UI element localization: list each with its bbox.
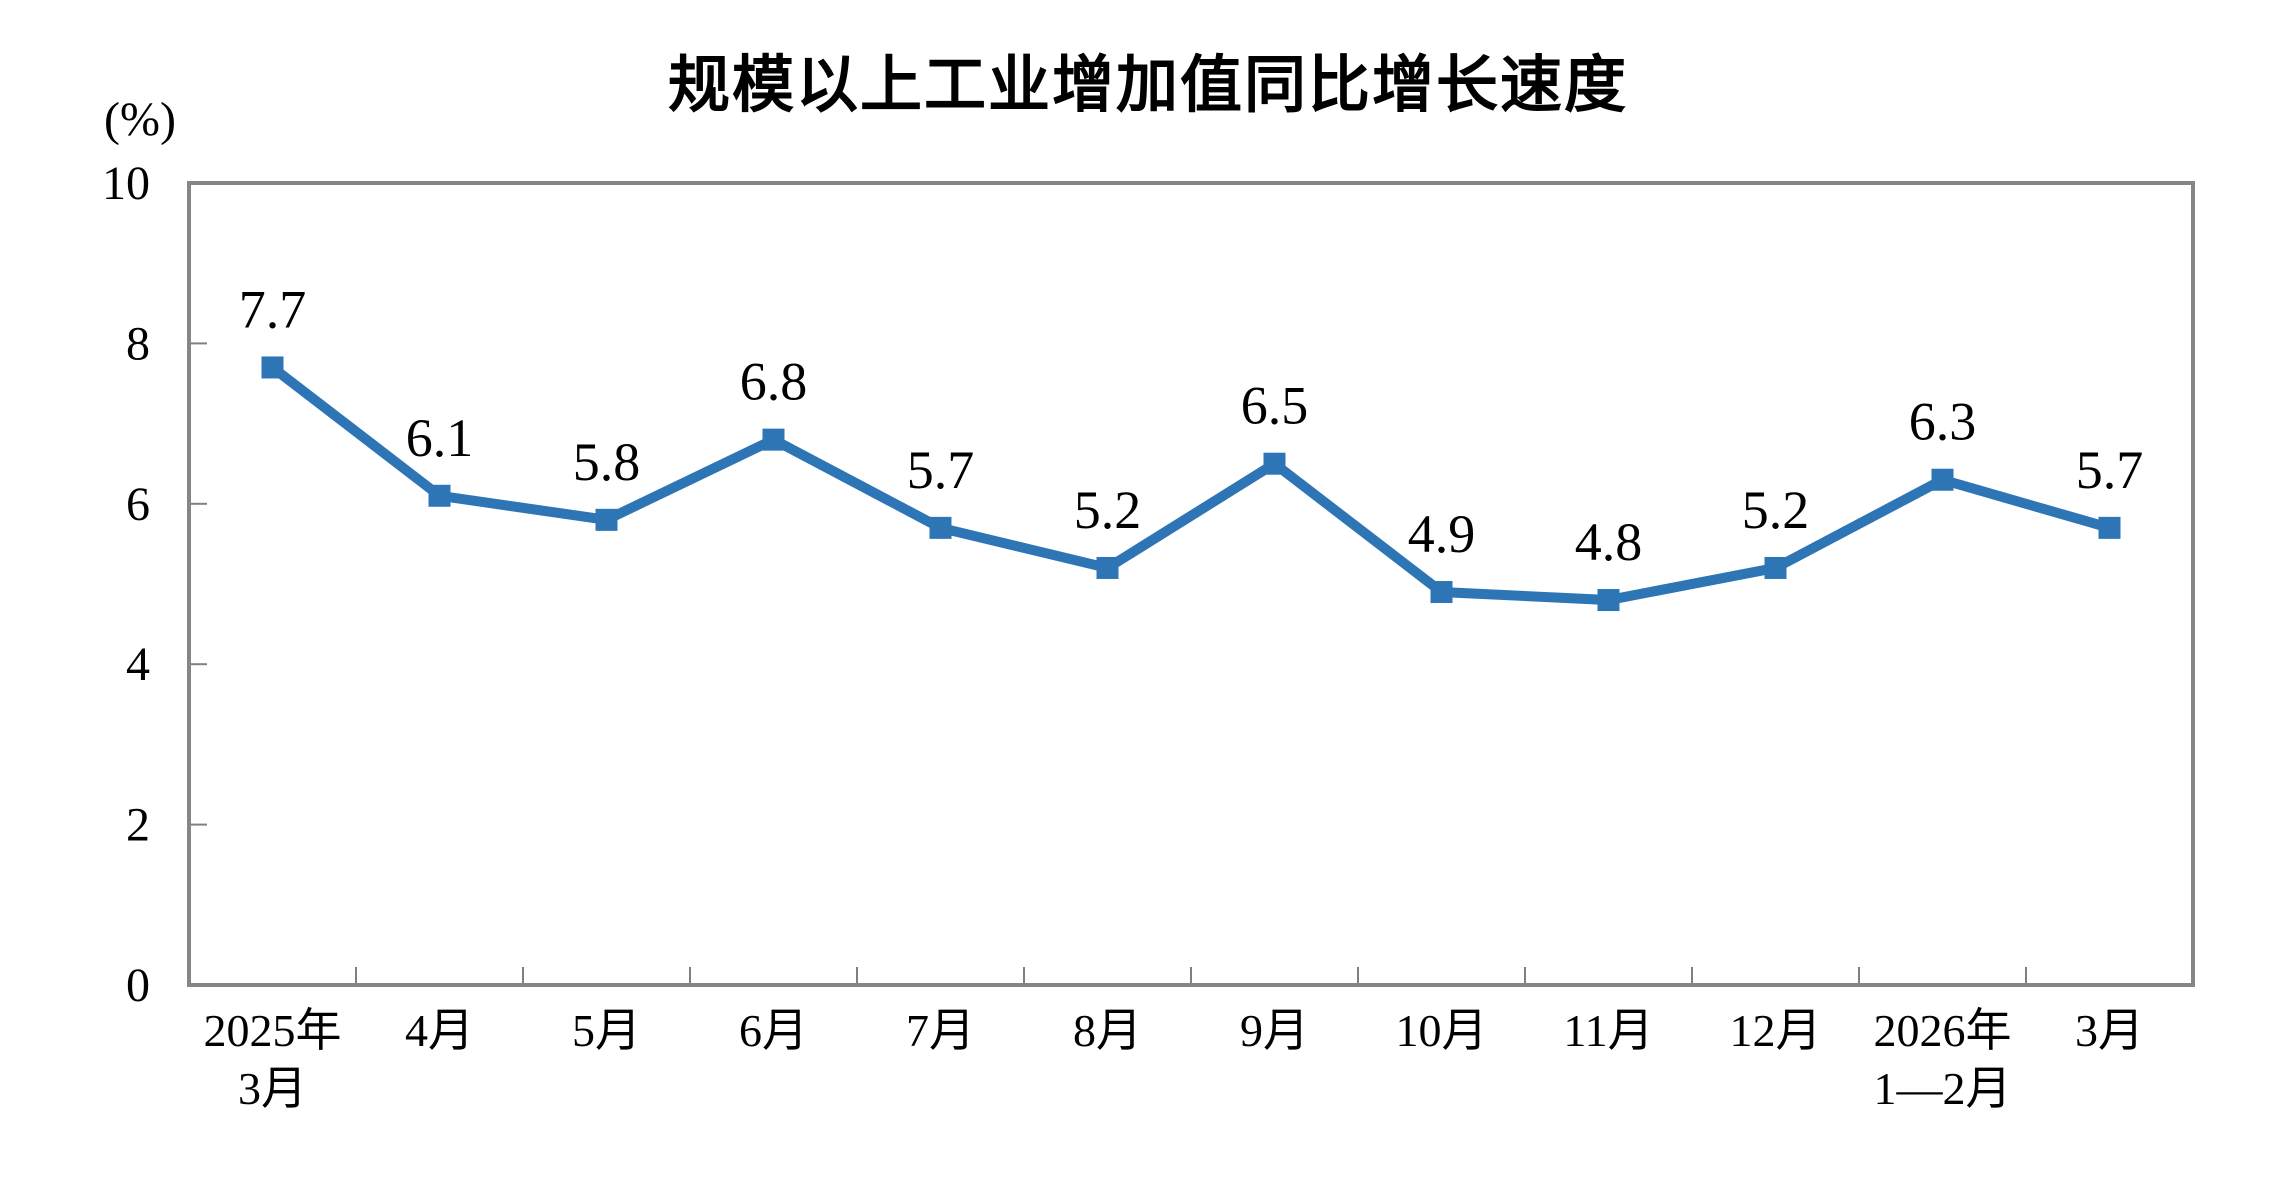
x-axis-category-label: 4月 (405, 1005, 474, 1056)
data-point-marker (261, 356, 284, 379)
data-point-marker (1764, 556, 1787, 579)
x-axis-category-label: 3月 (238, 1063, 307, 1114)
x-axis-category-label: 8月 (1073, 1005, 1142, 1056)
x-axis-category-label: 9月 (1240, 1005, 1309, 1056)
data-point-label: 5.8 (573, 432, 641, 492)
data-point-label: 5.2 (1742, 480, 1810, 540)
x-axis-category-label: 12月 (1730, 1005, 1822, 1056)
data-point-label: 5.7 (2076, 440, 2144, 500)
x-axis-category-label: 11月 (1563, 1005, 1653, 1056)
y-axis-tick-label: 6 (126, 478, 150, 531)
data-point-marker (1096, 556, 1119, 579)
data-point-marker (428, 484, 451, 507)
x-axis-category-label: 1—2月 (1874, 1063, 2012, 1114)
y-axis-tick-label: 10 (102, 157, 150, 210)
x-axis-category-label: 5月 (572, 1005, 641, 1056)
data-point-marker (762, 428, 785, 451)
data-point-marker (595, 508, 618, 531)
data-point-label: 6.5 (1241, 376, 1309, 436)
x-axis-category-label: 6月 (739, 1005, 808, 1056)
data-point-label: 4.8 (1575, 512, 1643, 572)
data-point-label: 5.2 (1074, 480, 1142, 540)
data-point-label: 6.1 (406, 408, 474, 468)
y-axis-tick-label: 4 (126, 638, 150, 691)
data-point-marker (1931, 468, 1954, 491)
y-axis-tick-label: 0 (126, 959, 150, 1012)
plot-border (187, 181, 2195, 987)
x-axis-category-label: 3月 (2075, 1005, 2144, 1056)
data-point-label: 5.7 (907, 440, 975, 500)
data-point-marker (2098, 516, 2121, 539)
data-point-label: 6.3 (1909, 392, 1977, 452)
y-axis-unit-label: (%) (104, 93, 176, 146)
chart-title: 规模以上工业增加值同比增长速度 (667, 52, 1628, 120)
data-point-marker (929, 516, 952, 539)
x-axis-category-label: 10月 (1396, 1005, 1488, 1056)
x-axis-category-label: 7月 (906, 1005, 975, 1056)
series-line (269, 363, 2111, 606)
y-axis-tick-label: 2 (126, 799, 150, 852)
data-point-label: 6.8 (740, 352, 808, 412)
data-point-marker (1597, 589, 1620, 612)
y-axis-tick-label: 8 (126, 317, 150, 370)
data-point-label: 7.7 (239, 279, 307, 339)
data-point-marker (1430, 581, 1453, 604)
x-axis-category-label: 2026年 (1874, 1005, 2012, 1056)
x-axis-category-label: 2025年 (204, 1005, 342, 1056)
data-point-label: 4.9 (1408, 504, 1476, 564)
data-point-marker (1263, 452, 1286, 475)
